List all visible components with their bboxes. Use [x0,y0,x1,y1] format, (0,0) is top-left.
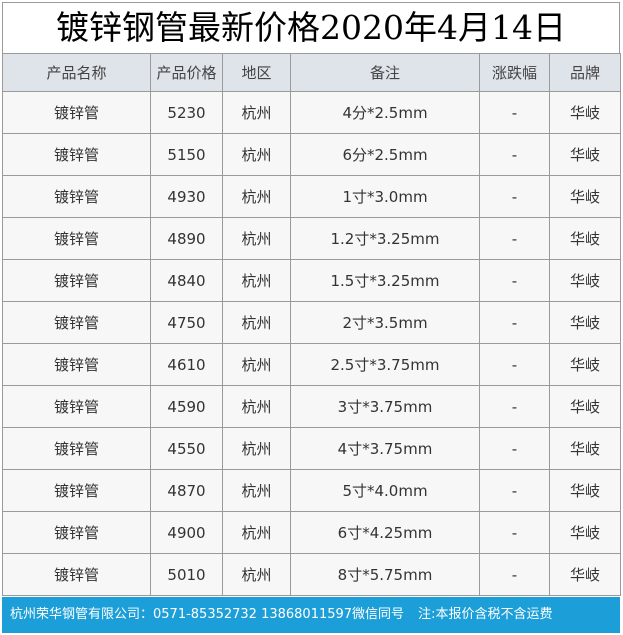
table-row: 镀锌管 4930 杭州 1寸*3.0mm - 华岐 [2,175,621,218]
cell-product-price: 4750 [150,301,223,344]
page-title: 镀锌钢管最新价格2020年4月14日 [2,2,620,53]
cell-product-name: 镀锌管 [2,133,151,176]
cell-change: - [479,553,550,596]
table-row: 镀锌管 4840 杭州 1.5寸*3.25mm - 华岐 [2,259,621,302]
footer-contact: 杭州荣华钢管有限公司：0571-85352732 13868011597微信同号 [10,607,405,622]
cell-remarks: 1.5寸*3.25mm [290,259,480,302]
footer-banner: 杭州荣华钢管有限公司：0571-85352732 13868011597微信同号… [2,597,620,633]
cell-region: 杭州 [222,469,291,512]
cell-product-price: 4870 [150,469,223,512]
cell-change: - [479,259,550,302]
cell-product-price: 5230 [150,91,223,134]
cell-product-price: 4610 [150,343,223,386]
cell-product-price: 4550 [150,427,223,470]
header-product-price: 产品价格 [150,53,223,92]
cell-brand: 华岐 [549,427,621,470]
table-row: 镀锌管 5230 杭州 4分*2.5mm - 华岐 [2,91,621,134]
cell-product-name: 镀锌管 [2,91,151,134]
cell-change: - [479,217,550,260]
table-row: 镀锌管 4610 杭州 2.5寸*3.75mm - 华岐 [2,343,621,386]
price-table: 产品名称 产品价格 地区 备注 涨跌幅 品牌 镀锌管 5230 杭州 4分*2.5mm… [2,53,621,596]
table-body: 镀锌管 5230 杭州 4分*2.5mm - 华岐 镀锌管 5150 杭州 6分*2.5mm - 华岐… [2,91,621,596]
cell-change: - [479,343,550,386]
cell-region: 杭州 [222,343,291,386]
cell-brand: 华岐 [549,511,621,554]
cell-change: - [479,175,550,218]
cell-region: 杭州 [222,217,291,260]
cell-remarks: 2.5寸*3.75mm [290,343,480,386]
header-product-name: 产品名称 [2,53,151,92]
cell-product-name: 镀锌管 [2,469,151,512]
cell-change: - [479,427,550,470]
cell-region: 杭州 [222,133,291,176]
table-row: 镀锌管 5150 杭州 6分*2.5mm - 华岐 [2,133,621,176]
cell-brand: 华岐 [549,175,621,218]
cell-change: - [479,469,550,512]
cell-remarks: 5寸*4.0mm [290,469,480,512]
cell-brand: 华岐 [549,133,621,176]
cell-product-name: 镀锌管 [2,511,151,554]
header-brand: 品牌 [549,53,621,92]
header-region: 地区 [222,53,291,92]
cell-change: - [479,301,550,344]
cell-product-name: 镀锌管 [2,175,151,218]
cell-product-price: 4900 [150,511,223,554]
table-header-row: 产品名称 产品价格 地区 备注 涨跌幅 品牌 [2,53,621,92]
cell-remarks: 4分*2.5mm [290,91,480,134]
price-sheet: 镀锌钢管最新价格2020年4月14日 产品名称 产品价格 地区 备注 涨跌幅 品… [2,2,621,596]
table-row: 镀锌管 4890 杭州 1.2寸*3.25mm - 华岐 [2,217,621,260]
table-row: 镀锌管 4590 杭州 3寸*3.75mm - 华岐 [2,385,621,428]
cell-change: - [479,91,550,134]
cell-remarks: 4寸*3.75mm [290,427,480,470]
cell-change: - [479,511,550,554]
cell-change: - [479,385,550,428]
cell-product-price: 4840 [150,259,223,302]
table-row: 镀锌管 4750 杭州 2寸*3.5mm - 华岐 [2,301,621,344]
cell-region: 杭州 [222,175,291,218]
table-row: 镀锌管 4870 杭州 5寸*4.0mm - 华岐 [2,469,621,512]
cell-product-price: 4890 [150,217,223,260]
cell-change: - [479,133,550,176]
cell-region: 杭州 [222,511,291,554]
cell-brand: 华岐 [549,553,621,596]
cell-remarks: 1.2寸*3.25mm [290,217,480,260]
cell-product-name: 镀锌管 [2,217,151,260]
cell-region: 杭州 [222,301,291,344]
cell-product-name: 镀锌管 [2,427,151,470]
cell-remarks: 3寸*3.75mm [290,385,480,428]
header-change: 涨跌幅 [479,53,550,92]
table-row: 镀锌管 4550 杭州 4寸*3.75mm - 华岐 [2,427,621,470]
cell-product-name: 镀锌管 [2,385,151,428]
table-row: 镀锌管 5010 杭州 8寸*5.75mm - 华岐 [2,553,621,596]
cell-brand: 华岐 [549,91,621,134]
cell-product-price: 4590 [150,385,223,428]
cell-remarks: 8寸*5.75mm [290,553,480,596]
cell-product-name: 镀锌管 [2,301,151,344]
cell-remarks: 1寸*3.0mm [290,175,480,218]
cell-region: 杭州 [222,427,291,470]
cell-brand: 华岐 [549,343,621,386]
cell-remarks: 2寸*3.5mm [290,301,480,344]
cell-remarks: 6分*2.5mm [290,133,480,176]
cell-brand: 华岐 [549,259,621,302]
cell-region: 杭州 [222,91,291,134]
cell-region: 杭州 [222,553,291,596]
cell-product-name: 镀锌管 [2,343,151,386]
cell-product-price: 4930 [150,175,223,218]
cell-brand: 华岐 [549,301,621,344]
cell-brand: 华岐 [549,385,621,428]
cell-region: 杭州 [222,385,291,428]
table-row: 镀锌管 4900 杭州 6寸*4.25mm - 华岐 [2,511,621,554]
header-remarks: 备注 [290,53,480,92]
footer-note: 注:本报价含税不含运费 [418,607,553,622]
cell-product-name: 镀锌管 [2,259,151,302]
cell-product-price: 5150 [150,133,223,176]
cell-product-price: 5010 [150,553,223,596]
cell-product-name: 镀锌管 [2,553,151,596]
cell-brand: 华岐 [549,217,621,260]
cell-brand: 华岐 [549,469,621,512]
cell-remarks: 6寸*4.25mm [290,511,480,554]
cell-region: 杭州 [222,259,291,302]
